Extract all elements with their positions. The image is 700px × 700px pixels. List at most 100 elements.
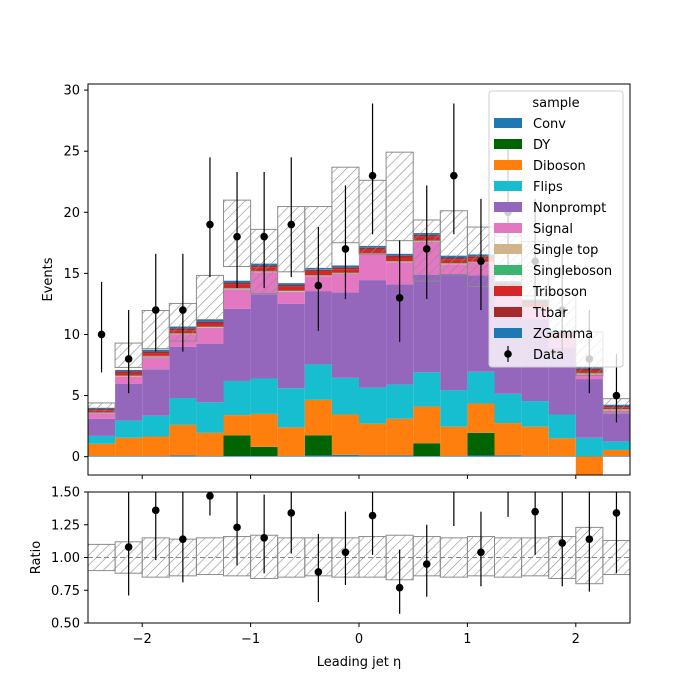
bar-flips-bin-14	[467, 371, 495, 404]
bar-flips-bin-11	[386, 384, 414, 419]
bar-conv-bin-19	[602, 456, 630, 457]
legend-label-dy: DY	[533, 138, 550, 153]
legend-swatch-diboson	[494, 160, 522, 170]
ratio-ytick-label: 1.50	[51, 486, 80, 501]
bar-conv-bin-16	[521, 456, 549, 457]
bar-flips-bin-17	[548, 414, 576, 439]
bar-nonprompt-bin-5	[223, 308, 251, 381]
legend-label-conv: Conv	[533, 117, 566, 132]
bar-conv-bin-14	[467, 455, 495, 457]
bar-single-top-bin-7	[277, 291, 305, 292]
bar-diboson-bin-19	[602, 449, 630, 457]
bar-dy-bin-14	[467, 432, 495, 456]
ratio-point-18	[585, 535, 594, 543]
data-point-9	[341, 245, 350, 253]
legend-label-ttbar: Ttbar	[532, 306, 568, 321]
bar-nonprompt-bin-13	[440, 274, 468, 391]
bar-signal-bin-7	[277, 291, 305, 304]
bar-single-top-bin-4	[196, 327, 224, 328]
bar-diboson-bin-8	[304, 399, 332, 436]
bar-conv-bin-0	[88, 456, 116, 457]
bar-flips-bin-0	[88, 435, 116, 444]
bar-nonprompt-bin-6	[250, 294, 278, 379]
ratio-point-8	[314, 568, 323, 576]
legend-title: sample	[532, 96, 579, 111]
bar-nonprompt-bin-3	[169, 346, 197, 399]
ratio-band-bin-4	[195, 537, 224, 576]
bar-triboson-bin-4	[196, 323, 224, 327]
legend-swatch-dy	[494, 139, 522, 149]
ratio-ytick-label: 1.25	[51, 518, 80, 533]
bar-nonprompt-bin-0	[88, 418, 116, 436]
bar-conv-bin-1	[115, 456, 143, 457]
bar-diboson-bin-11	[386, 418, 414, 456]
legend-swatch-singleboson	[494, 265, 522, 275]
main-ytick-label: 30	[63, 84, 80, 99]
legend-label-singleboson: Singleboson	[533, 264, 612, 279]
data-point-10	[368, 171, 377, 180]
bar-signal-bin-4	[196, 327, 224, 344]
bar-diboson-bin-9	[331, 414, 359, 455]
ratio-y-ticks: 0.50 0.75 1.00 1.25 1.50	[51, 486, 88, 632]
data-point-4	[206, 220, 214, 229]
ratio-point-12	[422, 560, 431, 568]
bar-diboson-bin-14	[467, 403, 495, 433]
bar-flips-bin-15	[494, 393, 522, 424]
bar-ttbar-bin-2	[142, 351, 170, 354]
data-point-7	[287, 220, 296, 229]
uncertainty-bin-4	[195, 274, 224, 321]
bar-single-top-bin-5	[223, 288, 251, 290]
ratio-point-2	[151, 506, 160, 515]
main-y-ticks: 0 5 10 15 20 25 30	[63, 84, 88, 465]
legend-frame	[488, 90, 624, 368]
bar-flips-bin-5	[223, 380, 251, 416]
main-y-axis-label: Events	[41, 257, 56, 301]
ratio-xtick-label: 1	[463, 632, 471, 647]
ratio-xtick-label: 2	[572, 632, 580, 647]
bar-conv-bin-3	[169, 455, 197, 457]
ratio-ytick-label: 0.75	[51, 584, 80, 599]
legend-swatch-zgamma	[494, 328, 522, 338]
bar-diboson-bin-15	[494, 423, 522, 456]
ratio-point-11	[395, 583, 404, 592]
data-point-11	[395, 294, 404, 302]
bar-singleboson-bin-2	[142, 355, 170, 357]
bar-conv-bin-6	[250, 456, 278, 457]
data-point-6	[260, 232, 268, 241]
bar-ttbar-bin-4	[196, 321, 224, 324]
bar-dy-bin-6	[250, 446, 278, 457]
bar-triboson-bin-7	[277, 286, 305, 291]
data-point-0	[97, 330, 106, 339]
ratio-point-16	[531, 507, 539, 516]
uncertainty-bin-0	[88, 402, 116, 414]
bar-diboson-bin-6	[250, 413, 278, 447]
legend-label-signal: Signal	[533, 222, 573, 237]
legend-label-diboson: Diboson	[533, 159, 586, 174]
bar-triboson-bin-2	[142, 353, 170, 356]
legend-label-nonprompt: Nonprompt	[533, 201, 606, 216]
ratio-xtick-label: −2	[133, 632, 152, 647]
ratio-point-19	[612, 509, 621, 517]
legend-swatch-single-top	[494, 244, 522, 254]
bar-conv-bin-13	[440, 456, 468, 457]
ratio-uncertainty-band	[88, 526, 630, 585]
bar-nonprompt-bin-4	[196, 343, 224, 403]
bar-signal-bin-5	[223, 289, 251, 309]
ratio-xtick-label: 0	[355, 632, 363, 647]
bar-signal-bin-10	[359, 254, 387, 281]
main-plot: 0 5 10 15 20 25 30 Events	[41, 83, 631, 479]
ratio-point-15	[504, 484, 512, 492]
bar-flips-bin-16	[521, 401, 549, 427]
data-point-12	[422, 245, 431, 253]
data-point-8	[314, 281, 323, 290]
bar-diboson-bin-1	[115, 437, 143, 457]
bar-conv-bin-18	[575, 456, 603, 457]
ratio-point-13	[450, 476, 458, 484]
bar-nonprompt-bin-9	[331, 292, 359, 378]
ratio-point-7	[287, 509, 296, 517]
bar-flips-bin-8	[304, 364, 332, 400]
bar-signal-bin-2	[142, 357, 170, 370]
bar-flips-bin-2	[142, 415, 170, 437]
data-point-19	[612, 391, 621, 400]
bar-conv-bin-9	[331, 454, 359, 457]
